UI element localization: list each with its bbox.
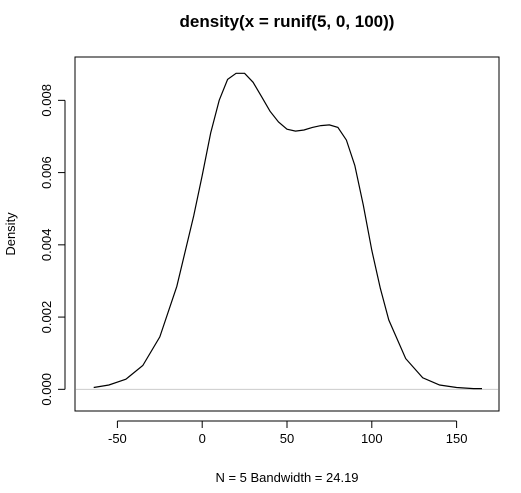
y-tick-label: 0.002 xyxy=(39,301,54,334)
x-tick-label: 100 xyxy=(361,431,383,446)
y-axis-label: Density xyxy=(3,212,18,256)
chart-title: density(x = runif(5, 0, 100)) xyxy=(180,12,395,31)
x-tick-label: 50 xyxy=(280,431,294,446)
x-tick-label: -50 xyxy=(108,431,127,446)
y-tick-label: 0.000 xyxy=(39,373,54,406)
y-tick-label: 0.008 xyxy=(39,84,54,117)
y-tick-label: 0.004 xyxy=(39,229,54,262)
x-tick-label: 150 xyxy=(446,431,468,446)
density-curve xyxy=(93,72,482,390)
x-axis: -50 0 50 100 150 xyxy=(108,420,468,446)
x-tick-label: 0 xyxy=(199,431,206,446)
plot-frame xyxy=(74,56,500,412)
y-axis: 0.000 0.002 0.004 0.006 0.008 xyxy=(39,84,66,406)
y-tick-label: 0.006 xyxy=(39,156,54,189)
x-axis-label: N = 5 Bandwidth = 24.19 xyxy=(215,470,358,485)
